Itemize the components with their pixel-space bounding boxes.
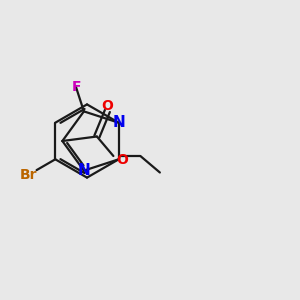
Text: N: N [77, 163, 90, 178]
Text: O: O [116, 153, 128, 166]
Text: Br: Br [19, 168, 37, 182]
Text: F: F [71, 80, 81, 94]
Text: O: O [101, 99, 113, 112]
Text: N: N [112, 115, 125, 130]
